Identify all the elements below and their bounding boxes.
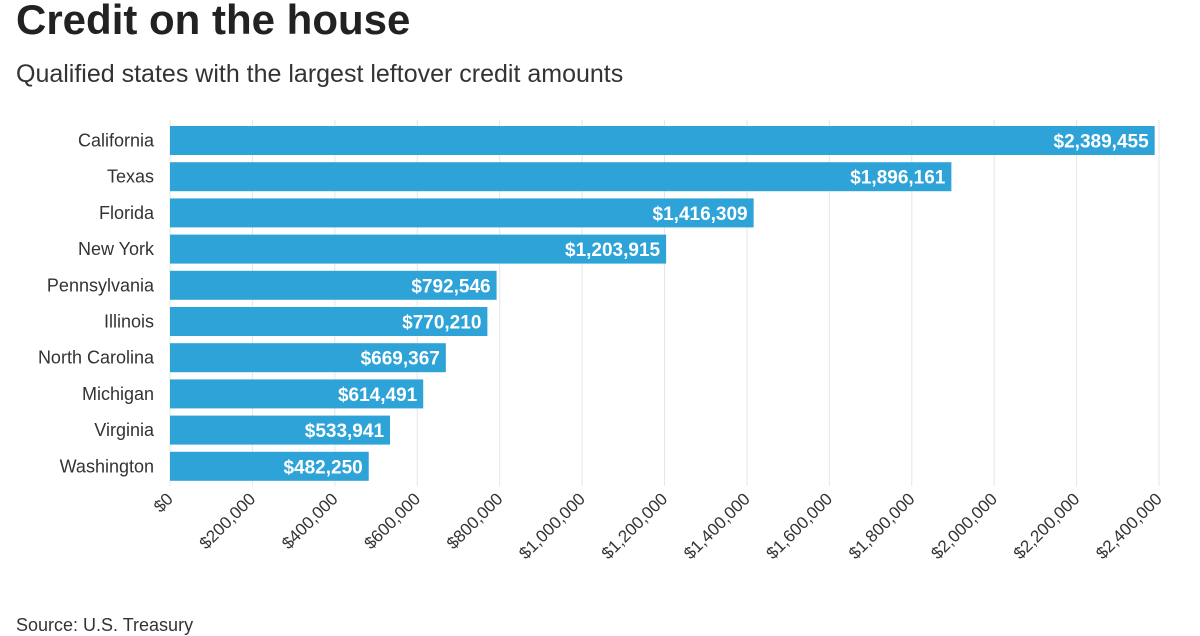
x-tick-label: $600,000 bbox=[361, 489, 425, 553]
bar-new-york bbox=[170, 234, 667, 264]
x-tick-label: $2,000,000 bbox=[927, 489, 1001, 563]
chart-title: Credit on the house bbox=[16, 0, 411, 43]
data-label: $614,491 bbox=[338, 385, 418, 406]
x-tick-label: $2,200,000 bbox=[1010, 489, 1084, 563]
data-label: $792,546 bbox=[411, 276, 490, 297]
category-label: Virginia bbox=[94, 420, 155, 440]
category-label: Florida bbox=[99, 203, 155, 223]
category-labels: California Texas Florida New York Pennsylvan… bbox=[38, 131, 155, 477]
x-tick-label: $400,000 bbox=[278, 489, 342, 553]
bar-florida bbox=[170, 198, 754, 228]
value-labels: $2,389,455 $1,896,161 $1,416,309 $1,203,915… bbox=[283, 132, 1149, 479]
bar-illinois bbox=[170, 307, 488, 336]
data-label: $533,941 bbox=[305, 421, 385, 442]
x-tick-label: $1,800,000 bbox=[845, 489, 919, 563]
bar-michigan bbox=[170, 379, 424, 409]
x-tick-label: $200,000 bbox=[196, 489, 260, 553]
bar-texas bbox=[170, 162, 952, 192]
bar-chart: California Texas Florida New York Pennsylvan… bbox=[38, 120, 1166, 563]
category-label: Washington bbox=[60, 456, 154, 476]
category-label: Pennsylvania bbox=[47, 275, 155, 295]
x-tick-label: $1,200,000 bbox=[598, 489, 672, 563]
category-label: New York bbox=[78, 239, 155, 259]
x-tick-label: $1,600,000 bbox=[763, 489, 837, 563]
x-tick-label: $0 bbox=[150, 489, 177, 516]
bar-california bbox=[170, 126, 1155, 155]
source-note: Source: U.S. Treasury bbox=[16, 615, 194, 635]
category-label: California bbox=[78, 131, 155, 151]
x-tick-label: $1,000,000 bbox=[515, 489, 589, 563]
data-label: $1,416,309 bbox=[653, 204, 748, 225]
x-tick-label: $1,400,000 bbox=[680, 489, 754, 563]
data-label: $2,389,455 bbox=[1054, 132, 1150, 153]
category-label: Michigan bbox=[82, 384, 154, 404]
data-label: $669,367 bbox=[361, 349, 440, 370]
bar-north-carolina bbox=[170, 343, 446, 373]
category-label: Illinois bbox=[104, 312, 154, 332]
x-tick-label: $2,400,000 bbox=[1092, 489, 1166, 563]
bar-pennsylvania bbox=[170, 270, 497, 300]
data-label: $482,250 bbox=[283, 457, 362, 478]
bar-washington bbox=[170, 451, 369, 481]
data-label: $1,896,161 bbox=[850, 168, 946, 189]
chart-subtitle: Qualified states with the largest leftov… bbox=[16, 60, 624, 88]
data-label: $1,203,915 bbox=[565, 240, 661, 261]
x-axis-tick-labels: $0 $200,000 $400,000 $600,000 $800,000 $1,000… bbox=[150, 489, 1166, 563]
x-tick-label: $800,000 bbox=[443, 489, 507, 553]
category-label: North Carolina bbox=[38, 348, 155, 368]
bar-virginia bbox=[170, 415, 391, 445]
data-label: $770,210 bbox=[402, 313, 481, 334]
bars bbox=[170, 126, 1155, 481]
category-label: Texas bbox=[107, 167, 154, 187]
